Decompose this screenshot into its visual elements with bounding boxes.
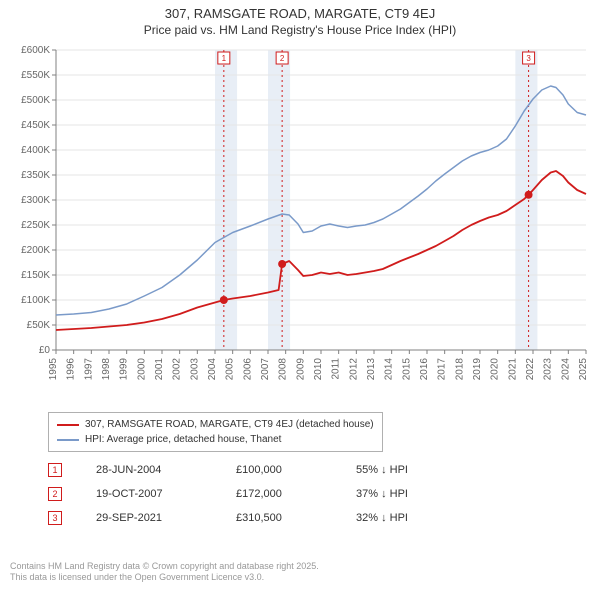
y-tick-label: £350K [21, 170, 50, 181]
event-number-box: 3 [48, 511, 62, 525]
y-tick-label: £450K [21, 120, 50, 131]
x-tick-label: 2000 [136, 358, 147, 381]
x-tick-label: 2011 [331, 358, 342, 380]
event-price: £172,000 [236, 488, 356, 500]
x-tick-label: 2016 [419, 358, 430, 381]
table-row: 2 19-OCT-2007£172,00037% ↓ HPI [48, 482, 476, 506]
event-date: 28-JUN-2004 [96, 464, 236, 476]
table-row: 3 29-SEP-2021£310,50032% ↓ HPI [48, 506, 476, 530]
y-tick-label: £50K [27, 320, 51, 331]
event-marker-label: 2 [280, 54, 285, 63]
legend-row: 307, RAMSGATE ROAD, MARGATE, CT9 4EJ (de… [57, 417, 374, 432]
x-tick-label: 2006 [242, 358, 253, 381]
x-tick-label: 1995 [48, 358, 59, 381]
x-tick-label: 2023 [543, 358, 554, 381]
event-number-box: 2 [48, 487, 62, 501]
event-marker-label: 3 [526, 54, 531, 63]
legend-label: 307, RAMSGATE ROAD, MARGATE, CT9 4EJ (de… [85, 417, 374, 432]
x-tick-label: 2005 [225, 358, 236, 381]
event-date: 19-OCT-2007 [96, 488, 236, 500]
y-tick-label: £100K [21, 295, 50, 306]
x-tick-label: 2009 [295, 358, 306, 381]
x-tick-label: 2012 [348, 358, 359, 381]
x-tick-label: 2015 [401, 358, 412, 381]
event-pct: 37% ↓ HPI [356, 488, 476, 500]
x-tick-label: 2014 [384, 358, 395, 381]
event-pct: 55% ↓ HPI [356, 464, 476, 476]
x-tick-label: 1999 [119, 358, 130, 381]
x-tick-label: 1996 [66, 358, 77, 381]
y-tick-label: £400K [21, 145, 50, 156]
event-pct: 32% ↓ HPI [356, 512, 476, 524]
event-date: 29-SEP-2021 [96, 512, 236, 524]
x-tick-label: 2004 [207, 358, 218, 381]
x-tick-label: 2002 [172, 358, 183, 381]
footer-line1: Contains HM Land Registry data © Crown c… [10, 561, 319, 573]
footer-line2: This data is licensed under the Open Gov… [10, 572, 319, 584]
y-tick-label: £300K [21, 195, 50, 206]
event-number-box: 1 [48, 463, 62, 477]
x-tick-label: 2017 [437, 358, 448, 381]
x-tick-label: 2019 [472, 358, 483, 381]
event-price: £100,000 [236, 464, 356, 476]
event-price: £310,500 [236, 512, 356, 524]
x-tick-label: 2024 [560, 358, 571, 381]
legend-label: HPI: Average price, detached house, Than… [85, 432, 281, 447]
chart-area: £0 £50K £100K £150K £200K £250K £300K £350K £400… [10, 44, 590, 404]
footer-attribution: Contains HM Land Registry data © Crown c… [10, 561, 319, 584]
x-tick-label: 2001 [154, 358, 165, 381]
x-tick-label: 2010 [313, 358, 324, 381]
table-row: 1 28-JUN-2004£100,00055% ↓ HPI [48, 458, 476, 482]
chart-container: 307, RAMSGATE ROAD, MARGATE, CT9 4EJ Pri… [0, 0, 600, 590]
x-tick-label: 2021 [507, 358, 518, 381]
y-tick-label: £200K [21, 245, 50, 256]
title-address: 307, RAMSGATE ROAD, MARGATE, CT9 4EJ [0, 6, 600, 21]
series-marker-property [220, 296, 228, 304]
x-tick-label: 1998 [101, 358, 112, 381]
legend-swatch [57, 424, 79, 426]
x-tick-label: 2008 [278, 358, 289, 381]
x-tick-label: 1997 [83, 358, 94, 381]
y-tick-label: £150K [21, 270, 50, 281]
x-tick-label: 2025 [578, 358, 589, 381]
series-marker-property [278, 260, 286, 268]
y-tick-label: £0 [39, 345, 51, 356]
x-tick-label: 2022 [525, 358, 536, 381]
series-marker-property [525, 191, 533, 199]
y-tick-label: £250K [21, 220, 50, 231]
legend-swatch [57, 439, 79, 441]
y-tick-label: £550K [21, 70, 50, 81]
x-tick-label: 2013 [366, 358, 377, 381]
events-table: 1 28-JUN-2004£100,00055% ↓ HPI 2 19-OCT-200… [48, 458, 476, 530]
legend-box: 307, RAMSGATE ROAD, MARGATE, CT9 4EJ (de… [48, 412, 383, 452]
x-tick-label: 2020 [490, 358, 501, 381]
legend-row: HPI: Average price, detached house, Than… [57, 432, 374, 447]
x-tick-label: 2018 [454, 358, 465, 381]
line-chart-svg: £0 £50K £100K £150K £200K £250K £300K £350K £400… [10, 44, 590, 404]
title-subtitle: Price paid vs. HM Land Registry's House … [0, 23, 600, 37]
x-tick-label: 2003 [189, 358, 200, 381]
event-marker-label: 1 [222, 54, 227, 63]
title-block: 307, RAMSGATE ROAD, MARGATE, CT9 4EJ Pri… [0, 0, 600, 37]
y-tick-label: £500K [21, 95, 50, 106]
y-tick-label: £600K [21, 45, 50, 56]
x-tick-label: 2007 [260, 358, 271, 381]
